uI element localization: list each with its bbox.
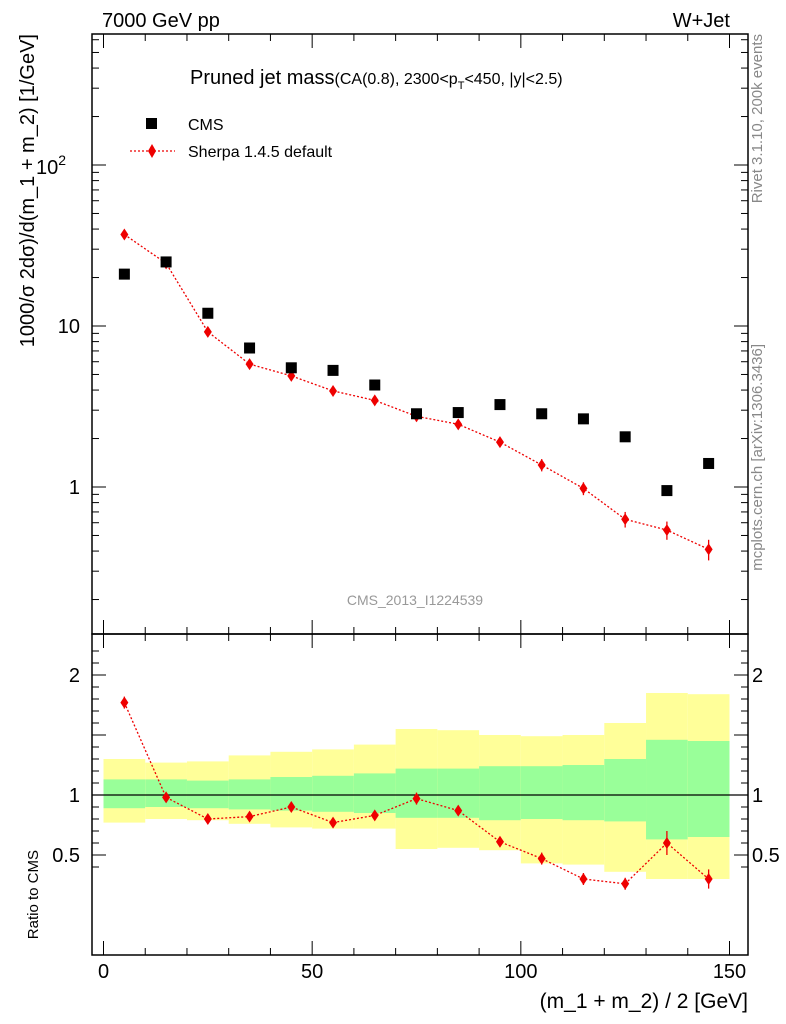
ratio-band-inner-11 bbox=[562, 765, 605, 821]
ratio-mc-point-1 bbox=[162, 791, 171, 804]
side-label-top: Rivet 3.1.10, 200k events bbox=[749, 34, 766, 203]
legend-data-label: CMS bbox=[188, 117, 224, 134]
plot-title: Pruned jet mass(CA(0.8), 2300<pT<450, |y… bbox=[190, 67, 563, 92]
main-cms-point-6 bbox=[369, 379, 381, 391]
ratio-mc-point-14 bbox=[704, 873, 713, 885]
header-right: W+Jet bbox=[673, 10, 731, 32]
main-ytick-label-100-base: 10 bbox=[36, 157, 58, 179]
main-mc-point-12 bbox=[621, 513, 630, 526]
ratio-band-inner-5 bbox=[312, 775, 354, 812]
ratio-ytick-label-left-2: 2 bbox=[69, 665, 80, 687]
main-ytick-label-100: 102 bbox=[36, 152, 66, 179]
main-cms-point-9 bbox=[494, 399, 506, 411]
legend-data-marker bbox=[146, 118, 157, 129]
ratio-mc-line bbox=[123, 702, 710, 885]
main-mc-point-8 bbox=[454, 418, 463, 431]
ratio-mc-point-2 bbox=[203, 813, 212, 825]
ratio-band-inner-2 bbox=[186, 780, 229, 809]
main-ytick-label-1: 1 bbox=[69, 477, 80, 499]
ratio-xlabel: (m_1 + m_2) / 2 [GeV] bbox=[540, 990, 748, 1013]
ratio-mc-point-11 bbox=[579, 873, 588, 885]
main-cms-point-14 bbox=[703, 457, 715, 469]
main-mc-point-10 bbox=[537, 458, 546, 471]
main-cms-point-10 bbox=[536, 408, 548, 420]
main-ylabel: 1000/σ 2dσ)/d(m_1 + m_2) [1/GeV] bbox=[17, 34, 39, 347]
main-mc-point-11 bbox=[579, 482, 588, 495]
legend-mc-marker bbox=[148, 144, 156, 158]
main-cms-point-7 bbox=[411, 408, 422, 420]
main-mc-point-6 bbox=[370, 394, 379, 407]
analysis-id: CMS_2013_I1224539 bbox=[347, 592, 483, 608]
ratio-band-inner-0 bbox=[103, 779, 146, 809]
ratio-xtick-label-150: 150 bbox=[713, 961, 746, 983]
main-mc-point-0 bbox=[120, 228, 129, 241]
ratio-mc-point-3 bbox=[245, 810, 254, 823]
main-mc-line bbox=[123, 233, 709, 550]
ratio-ytick-label-right-0: 0.5 bbox=[752, 845, 780, 867]
ratio-marks-group bbox=[120, 696, 713, 890]
main-cms-point-5 bbox=[327, 364, 339, 376]
main-cms-point-8 bbox=[452, 407, 464, 419]
plot-title-main: Pruned jet mass bbox=[190, 67, 335, 89]
header-left: 7000 GeV pp bbox=[102, 10, 220, 32]
ratio-band-inner-13 bbox=[646, 739, 688, 840]
ratio-xtick-label-50: 50 bbox=[301, 961, 323, 983]
ratio-mc-point-0 bbox=[120, 696, 129, 709]
ratio-mc-point-4 bbox=[287, 801, 296, 813]
ratio-mc-point-7 bbox=[412, 792, 421, 805]
main-cms-point-13 bbox=[661, 485, 673, 497]
main-mc-point-2 bbox=[203, 325, 212, 338]
ratio-xtick-label-100: 100 bbox=[504, 961, 537, 983]
main-mc-point-9 bbox=[495, 436, 504, 449]
side-label-bottom: mcplots.cern.ch [arXiv:1306.3436] bbox=[749, 344, 766, 571]
ratio-ytick-label-left-0: 0.5 bbox=[52, 845, 80, 867]
ratio-ytick-label-left-1: 1 bbox=[69, 785, 80, 807]
legend-mc-label: Sherpa 1.4.5 default bbox=[188, 144, 333, 161]
main-ytick-label-10: 10 bbox=[58, 316, 80, 338]
main-cms-point-2 bbox=[202, 307, 214, 319]
main-ytick-label-100-exp: 2 bbox=[58, 152, 66, 168]
main-cms-point-3 bbox=[244, 342, 256, 354]
ratio-band-inner-6 bbox=[353, 773, 396, 813]
ratio-mc-point-5 bbox=[329, 816, 338, 829]
main-mc-point-5 bbox=[329, 384, 338, 397]
main-cms-point-11 bbox=[577, 413, 589, 425]
ratio-mc-point-10 bbox=[537, 852, 546, 865]
ratio-mc-point-8 bbox=[454, 804, 463, 817]
plot-title-sub-b: <450, |y|<2.5) bbox=[464, 71, 562, 88]
ratio-band-inner-12 bbox=[604, 759, 647, 822]
ratio-mc-point-6 bbox=[370, 809, 379, 822]
ratio-mc-point-9 bbox=[495, 835, 504, 848]
plot-title-sub-a: (CA(0.8), 2300<p bbox=[335, 71, 458, 88]
ratio-xtick-label-0: 0 bbox=[98, 961, 109, 983]
main-cms-point-0 bbox=[118, 268, 130, 280]
main-mc-point-3 bbox=[245, 358, 254, 371]
main-mc-point-13 bbox=[662, 524, 671, 537]
plot-title-sub-sub: T bbox=[458, 80, 465, 92]
ratio-mc-point-13 bbox=[662, 837, 671, 849]
ratio-ytick-label-right-1: 1 bbox=[752, 785, 763, 807]
ratio-ytick-label-right-2: 2 bbox=[752, 665, 763, 687]
main-cms-point-1 bbox=[160, 256, 172, 268]
ratio-band-inner-14 bbox=[687, 741, 730, 837]
main-mc-point-14 bbox=[704, 543, 713, 556]
main-cms-point-12 bbox=[619, 431, 631, 443]
ratio-ylabel: Ratio to CMS bbox=[25, 850, 42, 939]
main-cms-point-4 bbox=[285, 362, 297, 374]
ratio-mc-point-12 bbox=[621, 877, 630, 890]
ratio-band-inner-10 bbox=[520, 766, 563, 819]
ratio-band-inner-9 bbox=[479, 766, 521, 821]
